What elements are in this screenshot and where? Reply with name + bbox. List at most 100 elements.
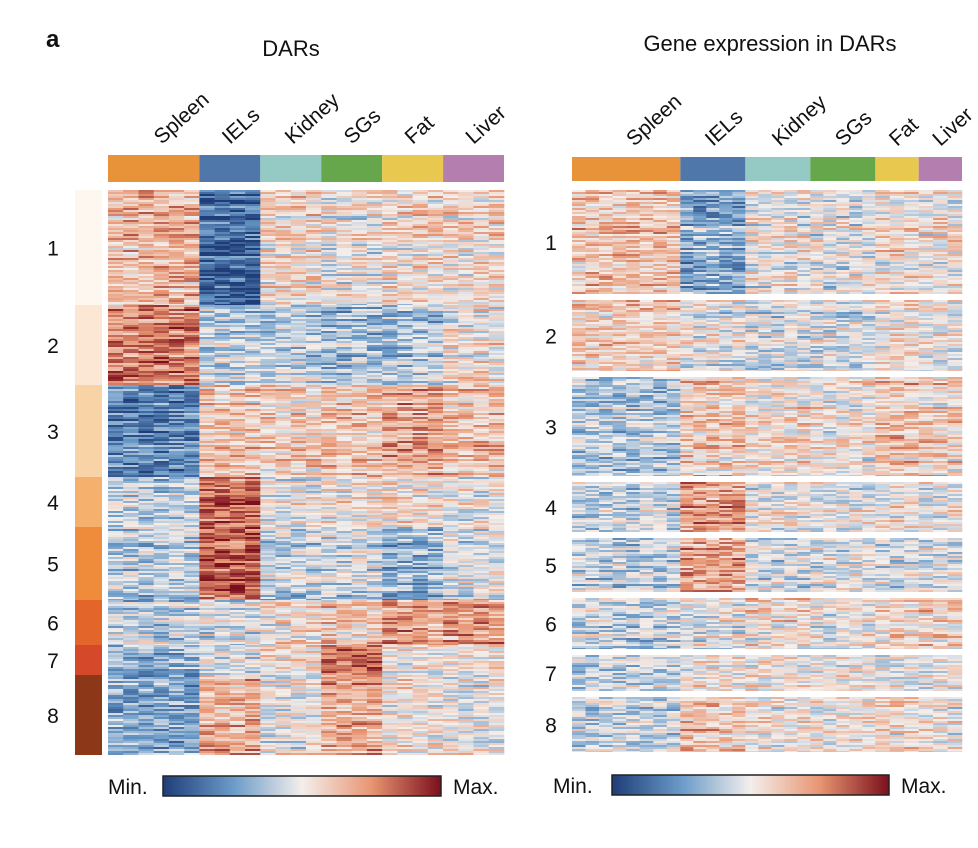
heat-cell [321, 321, 337, 323]
heat-cell [427, 204, 444, 206]
heat-cell [306, 501, 322, 503]
heat-cell [214, 355, 231, 357]
heat-cell [199, 561, 215, 563]
heat-cell [382, 429, 398, 431]
heat-cell [229, 533, 246, 535]
heat-cell [123, 409, 139, 411]
heat-cell [443, 218, 459, 220]
heat-cell [108, 270, 124, 272]
heat-cell [138, 276, 154, 278]
heat-cell [321, 383, 337, 385]
heat-cell [488, 274, 505, 276]
heat-cell [397, 327, 413, 329]
heat-cell [321, 567, 337, 569]
heat-cell [397, 355, 413, 357]
cluster-label-3: 3 [47, 421, 59, 444]
heat-cell [290, 455, 307, 457]
heat-cell [443, 553, 459, 555]
heat-cell [427, 319, 444, 321]
heat-cell [336, 543, 352, 545]
heat-cell [473, 355, 489, 357]
heat-cell [153, 487, 170, 489]
heat-cell [473, 421, 489, 423]
heat-cell [123, 379, 139, 381]
heat-cell [123, 288, 139, 290]
heat-cell [229, 539, 246, 541]
heat-cell [443, 447, 459, 449]
heat-cell [321, 507, 337, 509]
heat-cell [443, 363, 459, 365]
heat-cell [229, 393, 246, 395]
heat-cell [427, 381, 444, 383]
heat-cell [443, 232, 459, 234]
heat-cell [321, 431, 337, 433]
heat-cell [366, 481, 383, 483]
heat-cell [290, 270, 307, 272]
heat-cell [168, 268, 185, 270]
heat-cell [443, 407, 459, 409]
heat-cell [290, 220, 307, 222]
cluster-band-2 [108, 305, 505, 385]
heat-cell [473, 200, 489, 202]
heat-cell [336, 210, 352, 212]
heat-cell [488, 489, 505, 491]
heat-cell [245, 529, 261, 531]
heat-cell [153, 363, 170, 365]
heat-cell [336, 549, 352, 551]
heat-cell [245, 501, 261, 503]
heat-cell [153, 451, 170, 453]
heat-cell [214, 429, 231, 431]
heat-cell [382, 298, 398, 300]
heat-cell [123, 487, 139, 489]
heat-cell [366, 531, 383, 533]
heat-cell [427, 477, 444, 479]
heat-cell [260, 483, 276, 485]
heat-cell [229, 190, 246, 192]
heat-cell [214, 493, 231, 495]
heat-cell [199, 304, 215, 305]
heat-cell [306, 371, 322, 373]
heat-cell [138, 246, 154, 248]
heat-cell [488, 439, 505, 441]
heat-cell [336, 439, 352, 441]
heat-cell [245, 441, 261, 443]
heat-cell [306, 465, 322, 467]
heat-cell [229, 449, 246, 451]
heat-cell [458, 282, 474, 284]
heat-cell [275, 218, 291, 220]
heat-cell [412, 373, 429, 375]
heat-cell [473, 491, 489, 493]
heat-cell [366, 220, 383, 222]
heat-cell [306, 441, 322, 443]
heat-cell [306, 487, 322, 489]
heat-cell [138, 411, 154, 413]
heat-cell [108, 327, 124, 329]
heat-cell [138, 304, 154, 305]
tissue-label-sgs: SGs [340, 104, 386, 148]
heat-cell [184, 421, 200, 423]
heat-cell [290, 469, 307, 471]
heat-cell [351, 242, 368, 244]
heat-cell [275, 266, 291, 268]
heat-cell [427, 413, 444, 415]
heat-cell [336, 365, 352, 367]
heat-cell [427, 262, 444, 264]
heat-cell [366, 288, 383, 290]
heat-cell [245, 300, 261, 302]
heat-cell [184, 194, 200, 196]
heat-cell [153, 196, 170, 198]
heat-cell [473, 477, 489, 479]
heat-cell [306, 473, 322, 475]
heat-cell [260, 485, 276, 487]
heat-cell [214, 300, 231, 302]
heat-cell [184, 210, 200, 212]
heat-cell [306, 499, 322, 501]
heat-cell [473, 553, 489, 555]
heat-cell [260, 541, 276, 543]
heat-cell [214, 375, 231, 377]
heat-cell [458, 437, 474, 439]
heat-cell [260, 315, 276, 317]
heat-cell [427, 523, 444, 525]
heat-cell [382, 541, 398, 543]
heat-cell [473, 415, 489, 417]
